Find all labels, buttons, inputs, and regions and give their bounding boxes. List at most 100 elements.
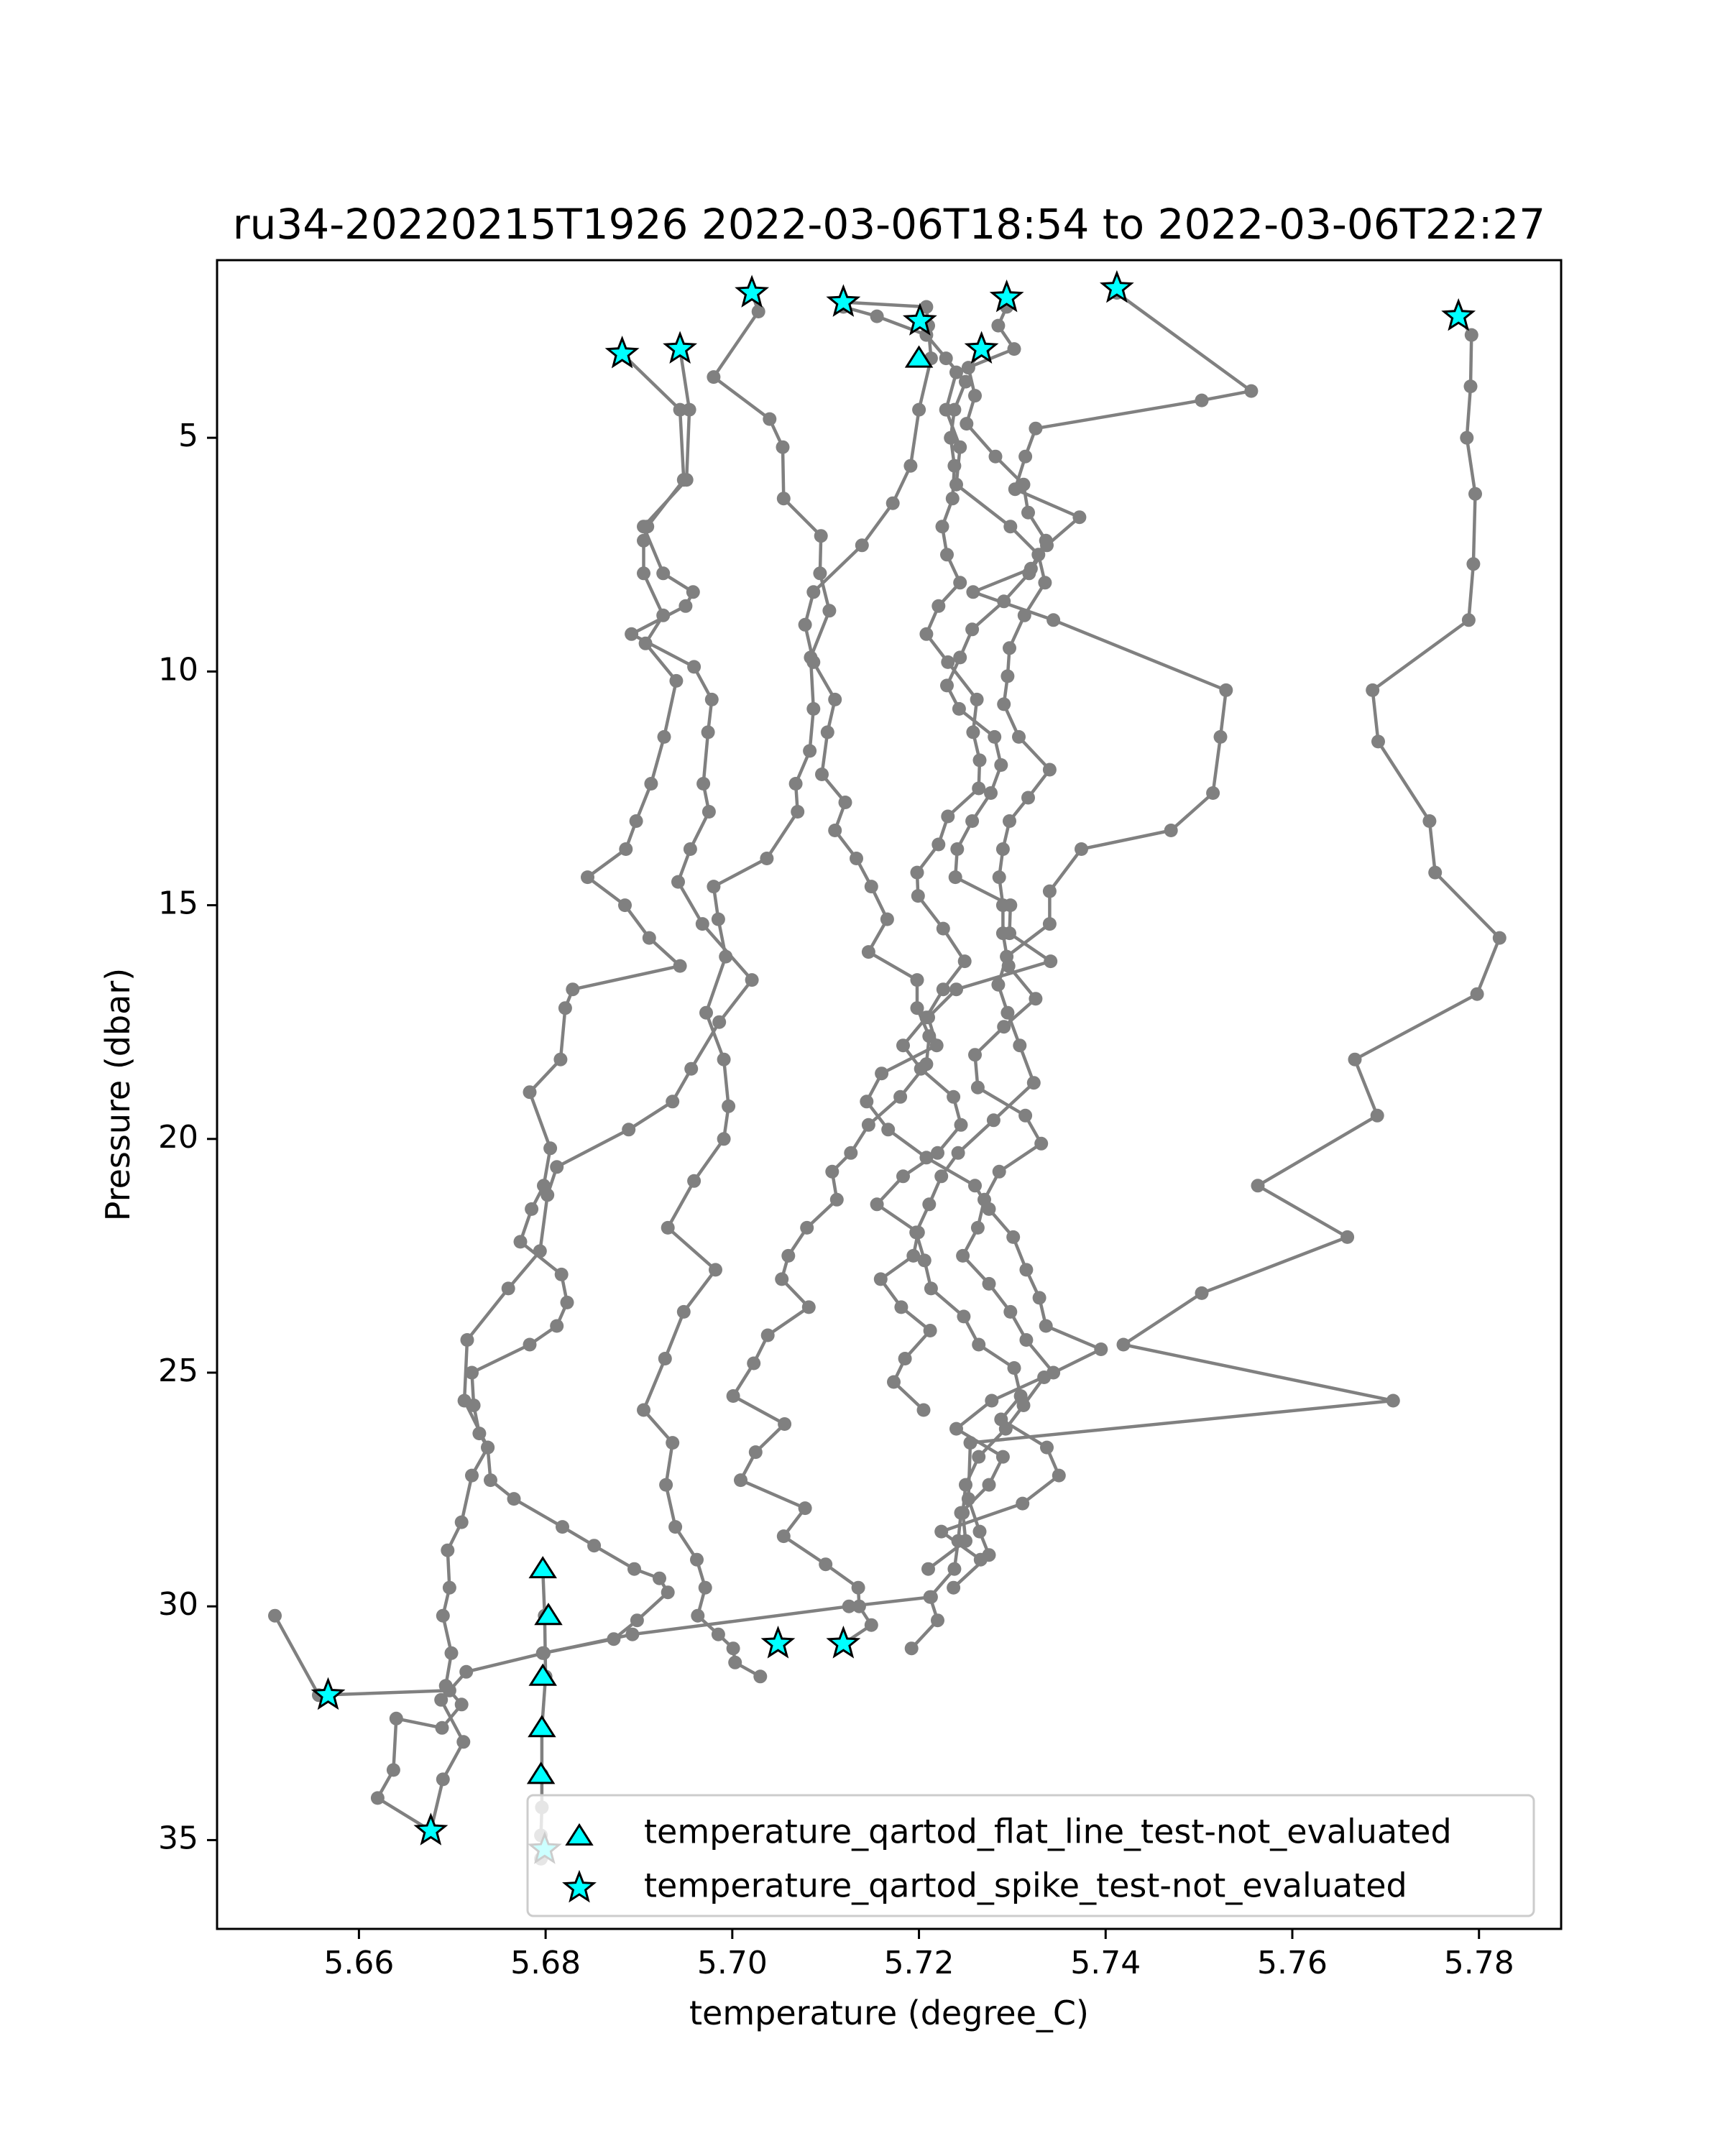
profile-point: [939, 351, 953, 366]
profile-point: [924, 1590, 938, 1604]
profile-point: [949, 982, 963, 997]
profile-point: [1000, 669, 1015, 683]
profile-point: [682, 402, 696, 417]
profile-point: [728, 1655, 742, 1669]
profile-point: [894, 1300, 908, 1314]
profile-point: [1038, 576, 1052, 590]
profile-point: [1042, 763, 1057, 777]
profile-point: [972, 781, 986, 796]
profile-point: [1348, 1052, 1362, 1067]
profile-point: [957, 954, 972, 969]
profile-point: [465, 1468, 479, 1483]
profile-point: [1012, 729, 1026, 744]
profile-point: [991, 318, 1006, 333]
profile-point: [1000, 949, 1014, 964]
y-axis: 5 10 15 20 25 30 35: [158, 418, 217, 1856]
profile-point: [956, 1248, 970, 1263]
spike-marker: [735, 275, 770, 308]
profile-point: [936, 982, 950, 997]
profile-point: [460, 1333, 474, 1347]
profile-point: [898, 1352, 912, 1365]
profile-point: [788, 777, 803, 791]
profile-point: [1003, 926, 1016, 941]
profile-point: [1037, 1370, 1052, 1384]
profile-point: [941, 655, 955, 669]
profile-point: [556, 1520, 569, 1534]
profile-point: [870, 1197, 884, 1212]
profile-point: [776, 440, 790, 454]
y-tick-label: 5: [178, 418, 198, 454]
profile-point: [1032, 1291, 1046, 1305]
profile-point: [454, 1697, 469, 1712]
profile-point: [806, 701, 821, 716]
profile-point: [1021, 791, 1035, 805]
profile-point: [906, 1248, 921, 1263]
profile-point: [1428, 865, 1443, 880]
profile-point: [972, 1337, 986, 1352]
profile-point: [1460, 430, 1474, 445]
profile-point: [968, 1048, 982, 1062]
profile-point: [484, 1473, 497, 1488]
profile-point: [687, 1174, 702, 1188]
y-axis-label: Pressure (dbar): [98, 968, 137, 1221]
profile-point: [686, 585, 700, 599]
profile-point: [791, 805, 805, 819]
profile-point: [1422, 814, 1437, 828]
profile-point: [661, 1220, 675, 1235]
profile-point: [903, 459, 918, 473]
profile-point: [880, 912, 894, 926]
profile-point: [550, 1160, 564, 1174]
profile-point: [657, 729, 671, 744]
profile-point: [622, 1123, 636, 1137]
profile-point: [1018, 1108, 1033, 1123]
profile-point: [947, 459, 962, 473]
profile-point: [666, 1095, 680, 1109]
profile-point: [717, 1132, 731, 1146]
profile-point: [995, 842, 1010, 856]
profile-point: [959, 374, 972, 389]
profile-point: [953, 650, 967, 665]
profile-point: [813, 566, 827, 581]
profile-point: [910, 973, 924, 987]
legend-label-flat-line: temperature_qartod_flat_line_test-not_ev…: [644, 1812, 1452, 1851]
profile-point: [637, 566, 650, 581]
profile-point: [806, 585, 821, 599]
profile-point: [776, 1529, 791, 1544]
spike-marker: [826, 284, 861, 317]
profile-point: [923, 1324, 937, 1337]
profile-point: [434, 1692, 448, 1707]
profile-point: [994, 1412, 1008, 1427]
profile-point: [870, 309, 884, 323]
profile-point: [1468, 487, 1482, 501]
profile-point: [560, 1295, 574, 1309]
profile-point: [637, 1403, 650, 1417]
profile-point: [911, 889, 925, 903]
profile-point: [972, 1524, 987, 1539]
profile-point: [1029, 992, 1043, 1006]
profile-point: [745, 973, 759, 987]
profile-points: [268, 286, 1506, 1866]
profile-point: [916, 1403, 931, 1417]
profile-point: [1016, 477, 1031, 492]
profile-point: [690, 1552, 704, 1567]
profile-point: [861, 1118, 875, 1132]
spike-marker: [760, 1626, 796, 1659]
profile-point: [753, 1669, 768, 1684]
profile-point: [687, 660, 702, 674]
profile-point: [1013, 1389, 1028, 1403]
profile-point: [751, 305, 765, 318]
profile-point: [919, 1151, 934, 1165]
profile-point: [566, 982, 580, 997]
profile-point: [442, 1580, 456, 1595]
profile-point: [968, 1179, 982, 1193]
profile-point: [919, 627, 934, 641]
profile-point: [1007, 342, 1021, 356]
profile-point: [659, 1478, 673, 1492]
profile-point: [625, 1627, 640, 1641]
profile-point: [673, 402, 687, 417]
profile-point: [1013, 1038, 1027, 1053]
profile-point: [671, 875, 685, 889]
profile-point: [644, 777, 658, 791]
x-tick-label: 5.76: [1257, 1945, 1328, 1981]
profile-point: [1463, 379, 1478, 394]
